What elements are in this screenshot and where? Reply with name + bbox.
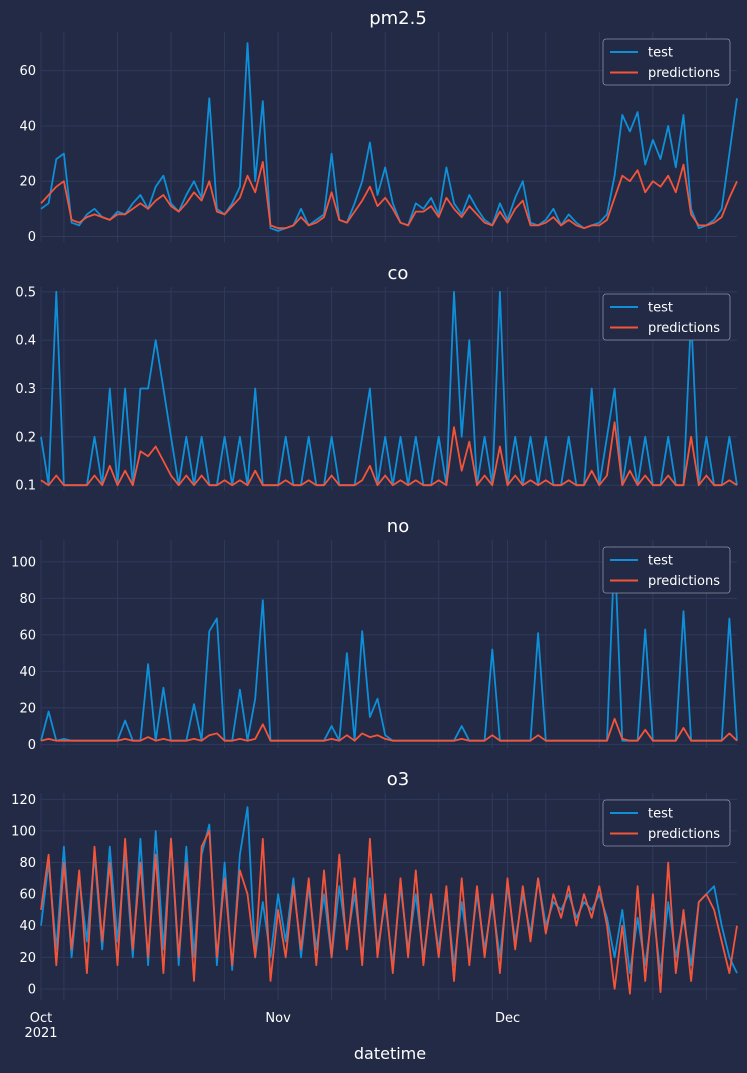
y-tick-label: 0 xyxy=(28,982,36,997)
x-tick-label: Dec xyxy=(495,1011,520,1026)
legend-label-test: test xyxy=(648,46,673,61)
y-tick-label: 40 xyxy=(19,919,36,934)
series-line-test xyxy=(40,546,738,742)
y-tick-label: 100 xyxy=(11,824,36,839)
y-tick-label: 120 xyxy=(11,793,36,808)
panel-title: o3 xyxy=(387,769,409,790)
legend-label-test: test xyxy=(648,554,673,569)
x-tick-label: 2021 xyxy=(24,1026,57,1041)
panel-pm2.5: 0 20 40 60 pm2.5 test predictions xyxy=(19,8,738,245)
legend-label-predictions: predictions xyxy=(648,827,720,842)
y-tick-label: 60 xyxy=(19,64,36,79)
y-tick-label: 40 xyxy=(19,665,36,680)
panel-o3: 0 20 40 60 80 100 120 o3 test predictions xyxy=(11,769,738,1000)
y-tick-label: 20 xyxy=(19,951,36,966)
y-tick-label: 0 xyxy=(28,738,36,753)
panel-no: 0 20 40 60 80 100 no test predictions xyxy=(11,516,738,753)
legend-label-predictions: predictions xyxy=(648,574,720,589)
y-tick-label: 0.5 xyxy=(15,285,36,300)
legend-label-test: test xyxy=(648,301,673,316)
y-tick-label: 20 xyxy=(19,701,36,716)
y-tick-label: 60 xyxy=(19,888,36,903)
y-tick-label: 40 xyxy=(19,119,36,134)
series-line-predictions xyxy=(40,717,738,742)
grid xyxy=(40,540,737,748)
panel-co: 0.1 0.2 0.3 0.4 0.5 co test predictions xyxy=(15,263,738,494)
y-tick-label: 100 xyxy=(11,555,36,570)
panel-title: co xyxy=(388,263,409,284)
series-line-predictions xyxy=(40,830,738,995)
legend: test predictions xyxy=(602,38,731,86)
grid xyxy=(40,793,737,1000)
y-tick-label: 0.4 xyxy=(15,334,36,349)
y-tick-label: 60 xyxy=(19,628,36,643)
y-tick-label: 0.3 xyxy=(15,382,36,397)
legend-label-predictions: predictions xyxy=(648,66,720,81)
legend: test predictions xyxy=(602,293,731,341)
legend-label-predictions: predictions xyxy=(648,321,720,336)
y-tick-label: 0.2 xyxy=(15,430,36,445)
y-tick-label: 80 xyxy=(19,592,36,607)
series-line-test xyxy=(40,42,738,232)
legend: test predictions xyxy=(602,799,731,847)
y-tick-label: 0 xyxy=(28,230,36,245)
panel-title: no xyxy=(387,516,409,537)
series-line-predictions xyxy=(40,421,738,487)
y-tick-label: 20 xyxy=(19,175,36,190)
series-line-predictions xyxy=(40,160,738,230)
legend: test predictions xyxy=(602,546,731,594)
panels: 0204060pm2.5testpredictions0.10.20.30.40… xyxy=(11,8,738,1000)
y-tick-label: 80 xyxy=(19,856,36,871)
x-tick-label: Nov xyxy=(265,1011,291,1026)
y-tick-label: 0.1 xyxy=(15,479,36,494)
panel-title: pm2.5 xyxy=(369,8,427,29)
legend-label-test: test xyxy=(648,807,673,822)
x-axis-label: datetime xyxy=(354,1044,426,1063)
x-tick-label: Oct xyxy=(30,1011,52,1026)
